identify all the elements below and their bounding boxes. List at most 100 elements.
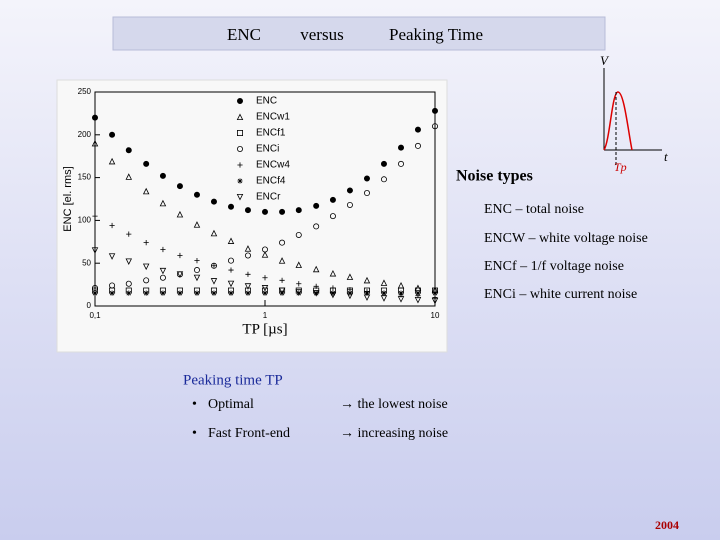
point xyxy=(296,290,302,296)
legend-marker xyxy=(236,98,243,105)
point xyxy=(279,208,286,215)
point xyxy=(380,160,387,167)
point xyxy=(363,294,371,301)
point xyxy=(244,245,252,252)
point xyxy=(126,290,132,296)
point xyxy=(143,240,149,246)
x-tick-label: 10 xyxy=(431,311,440,320)
point xyxy=(177,290,183,296)
point xyxy=(431,107,438,114)
point xyxy=(92,114,99,121)
point xyxy=(363,276,371,284)
legend-label: ENCw4 xyxy=(256,160,290,171)
legend-label: ENCi xyxy=(256,144,279,155)
point xyxy=(398,144,405,151)
point xyxy=(261,285,269,292)
point xyxy=(364,290,370,296)
point xyxy=(109,131,116,138)
pulse-y-label: V xyxy=(600,53,610,68)
point xyxy=(398,290,404,296)
point xyxy=(414,126,421,133)
y-tick-label: 150 xyxy=(78,173,92,182)
point xyxy=(295,289,303,296)
y-tick-label: 50 xyxy=(82,258,91,267)
point xyxy=(159,199,167,207)
point xyxy=(312,265,320,273)
point xyxy=(193,267,200,274)
y-axis-label: ENC [el. rms] xyxy=(62,166,74,231)
point xyxy=(245,271,251,277)
point xyxy=(313,202,320,209)
point xyxy=(313,290,319,296)
point xyxy=(295,261,303,268)
point xyxy=(261,208,268,215)
point xyxy=(262,275,268,281)
point xyxy=(432,290,438,296)
point xyxy=(160,290,166,296)
point xyxy=(211,263,217,269)
bullet: • xyxy=(192,426,197,441)
point xyxy=(108,253,116,260)
legend-marker xyxy=(236,129,243,136)
point xyxy=(381,290,387,296)
point xyxy=(92,290,98,296)
peaking-result: → increasing noise xyxy=(340,426,448,441)
point xyxy=(295,231,302,238)
point xyxy=(227,237,235,244)
point xyxy=(91,139,99,147)
point xyxy=(329,196,336,203)
point xyxy=(295,207,302,214)
peaking-item: Fast Front-end xyxy=(208,426,290,441)
point xyxy=(176,271,184,278)
y-tick-label: 250 xyxy=(78,87,92,96)
point xyxy=(227,280,235,288)
point xyxy=(346,273,354,280)
point xyxy=(108,157,116,165)
point xyxy=(380,295,388,302)
point xyxy=(176,183,183,190)
point xyxy=(278,287,286,295)
point xyxy=(363,175,370,182)
point xyxy=(126,231,132,237)
x-tick-label: 0,1 xyxy=(89,311,101,320)
point xyxy=(313,223,320,230)
pulse-x-label: t xyxy=(664,149,668,164)
point xyxy=(210,198,217,205)
legend-label: ENC xyxy=(256,96,277,107)
point xyxy=(160,246,166,253)
title-box xyxy=(112,16,606,51)
point xyxy=(380,176,387,183)
point xyxy=(92,213,98,219)
noise-item: ENC – total noise xyxy=(484,202,584,217)
noise-item: ENCf – 1/f voltage noise xyxy=(484,259,624,274)
peak-label: Tp xyxy=(614,160,627,174)
point xyxy=(431,297,439,305)
point xyxy=(329,213,336,220)
point xyxy=(109,290,115,296)
legend-label: ENCf4 xyxy=(256,176,286,187)
legend-marker xyxy=(236,194,244,201)
point xyxy=(194,290,200,296)
point xyxy=(125,147,132,154)
peaking-title: Peaking time TP xyxy=(183,372,283,388)
point xyxy=(142,263,150,271)
noise-item: ENCi – white current noise xyxy=(484,287,637,302)
point xyxy=(278,257,286,264)
y-tick-label: 100 xyxy=(78,216,92,225)
legend-marker xyxy=(237,178,243,184)
title-part: versus xyxy=(300,25,343,44)
point xyxy=(431,123,438,130)
point xyxy=(159,267,167,275)
point xyxy=(279,239,286,246)
point xyxy=(346,187,353,194)
point xyxy=(245,290,251,296)
legend-label: ENCf1 xyxy=(256,128,286,139)
x-axis-label: TP [µs] xyxy=(242,321,287,337)
point xyxy=(193,274,201,282)
point xyxy=(228,203,235,210)
point xyxy=(176,210,184,218)
point xyxy=(313,283,319,289)
point xyxy=(330,290,336,296)
point xyxy=(143,290,149,296)
